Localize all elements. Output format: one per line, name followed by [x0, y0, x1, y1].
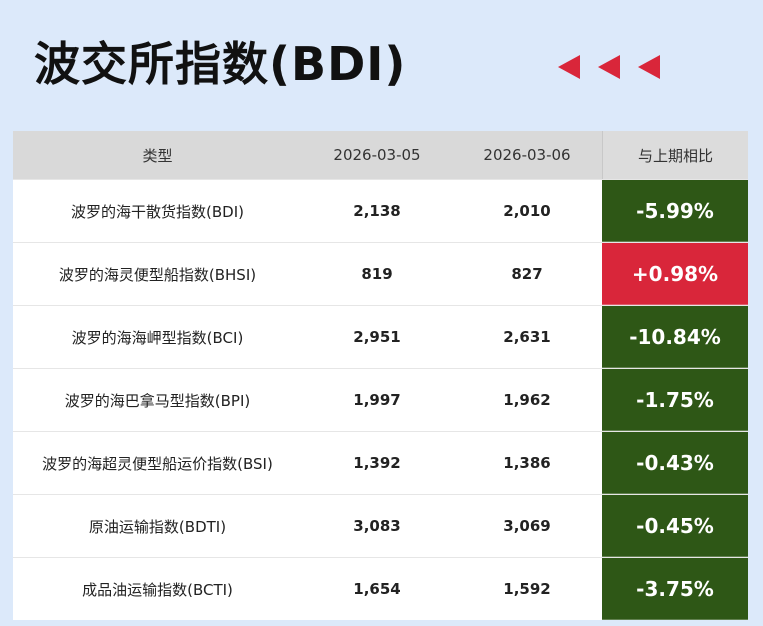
- table-cell: 1,386: [503, 454, 551, 472]
- page-title: 波交所指数(BDI): [34, 37, 407, 91]
- decor-arrows: [558, 55, 660, 79]
- table-cell: 1,997: [353, 391, 401, 409]
- table-cell: 波罗的海超灵便型船运价指数(BSI): [42, 454, 273, 473]
- arrow: [598, 55, 620, 79]
- table-cell: 波罗的海灵便型船指数(BHSI): [58, 265, 257, 284]
- table-cell: 波罗的海巴拿马型指数(BPI): [64, 391, 251, 410]
- table-cell: 2,951: [353, 328, 401, 346]
- table-row: 原油运输指数(BDTI) 3,083 3,069 -0.45%: [13, 494, 748, 557]
- table-cell: 波罗的海海岬型指数(BCI): [71, 328, 244, 347]
- column-header: 2026-03-05: [333, 146, 421, 164]
- table-cell: 3,083: [353, 517, 401, 535]
- table-row: 波罗的海干散货指数(BDI) 2,138 2,010 -5.99%: [13, 179, 748, 242]
- table-row: 波罗的海海岬型指数(BCI) 2,951 2,631 -10.84%: [13, 305, 748, 368]
- table-cell: 成品油运输指数(BCTI): [82, 580, 233, 599]
- table-row: 波罗的海灵便型船指数(BHSI) 819 827 +0.98%: [13, 242, 748, 305]
- table-cell: 1,962: [503, 391, 551, 409]
- header-row: 类型 2026-03-05 2026-03-06 与上期相比: [13, 131, 748, 179]
- change-cell: -10.84%: [602, 306, 748, 368]
- table-cell: 2,631: [503, 328, 551, 346]
- change-cell: -0.45%: [602, 495, 748, 557]
- change-cell: -5.99%: [602, 180, 748, 242]
- table-row: 成品油运输指数(BCTI) 1,654 1,592 -3.75%: [13, 557, 748, 620]
- column-header: 类型: [142, 146, 173, 165]
- table-cell: 1,654: [353, 580, 401, 598]
- column-header: 2026-03-06: [483, 146, 571, 164]
- arrow: [638, 55, 660, 79]
- change-cell: -3.75%: [602, 558, 748, 620]
- table-cell: 1,392: [353, 454, 401, 472]
- arrow: [558, 55, 580, 79]
- index-table: 类型 2026-03-05 2026-03-06 与上期相比 波罗的海干散货指数(BDI…: [13, 131, 748, 620]
- table-cell: 827: [511, 265, 543, 283]
- table-cell: 原油运输指数(BDTI): [88, 517, 227, 536]
- change-cell: -0.43%: [602, 432, 748, 494]
- table-cell: 3,069: [503, 517, 551, 535]
- change-cell: +0.98%: [602, 243, 748, 305]
- table-cell: 819: [361, 265, 393, 283]
- table-cell: 2,138: [353, 202, 401, 220]
- table-row: 波罗的海巴拿马型指数(BPI) 1,997 1,962 -1.75%: [13, 368, 748, 431]
- table-cell: 1,592: [503, 580, 551, 598]
- table-cell: 波罗的海干散货指数(BDI): [71, 202, 244, 221]
- column-header: 与上期相比: [602, 131, 748, 179]
- change-cell: -1.75%: [602, 369, 748, 431]
- table-row: 波罗的海超灵便型船运价指数(BSI) 1,392 1,386 -0.43%: [13, 431, 748, 494]
- table-cell: 2,010: [503, 202, 551, 220]
